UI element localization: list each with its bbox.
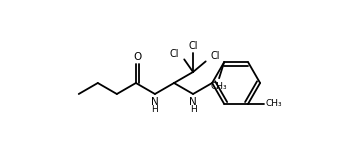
Text: Cl: Cl bbox=[188, 41, 198, 51]
Text: N: N bbox=[189, 97, 197, 107]
Text: O: O bbox=[133, 52, 142, 62]
Text: N: N bbox=[151, 97, 159, 107]
Text: Cl: Cl bbox=[211, 51, 221, 61]
Text: CH₃: CH₃ bbox=[211, 82, 227, 91]
Text: H: H bbox=[190, 105, 196, 114]
Text: Cl: Cl bbox=[170, 49, 179, 59]
Text: H: H bbox=[152, 105, 158, 114]
Text: CH₃: CH₃ bbox=[266, 99, 282, 108]
